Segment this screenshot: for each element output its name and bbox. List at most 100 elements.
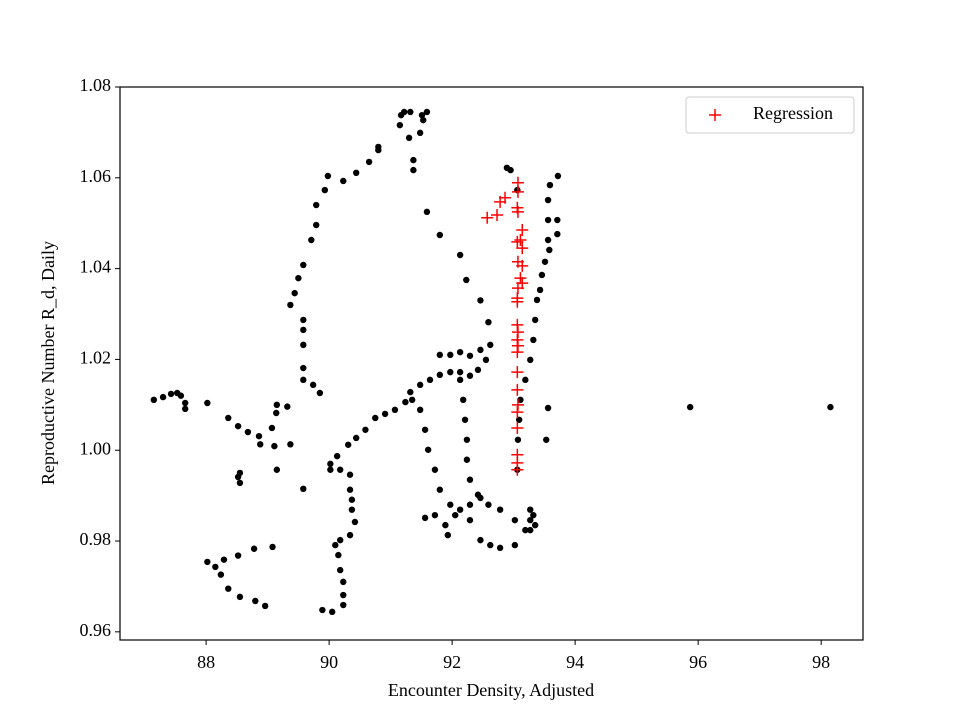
point <box>517 396 524 404</box>
point <box>499 191 512 204</box>
point <box>257 441 264 448</box>
point <box>436 351 444 359</box>
point <box>447 368 454 376</box>
point <box>416 381 424 389</box>
point <box>150 396 158 404</box>
point <box>530 511 537 519</box>
point <box>250 545 258 552</box>
point <box>402 398 409 406</box>
point <box>316 389 324 397</box>
point <box>295 274 302 282</box>
point <box>410 156 417 164</box>
point <box>321 186 329 194</box>
point <box>405 134 413 142</box>
point <box>515 416 523 423</box>
point <box>530 336 537 344</box>
point <box>300 364 307 372</box>
point <box>352 434 360 442</box>
point <box>273 409 280 417</box>
point <box>447 351 454 359</box>
point <box>536 286 544 294</box>
point <box>511 205 524 218</box>
point <box>375 143 382 151</box>
point <box>352 169 360 177</box>
point <box>431 466 439 473</box>
point <box>447 501 454 508</box>
point <box>340 601 347 609</box>
point <box>514 272 527 285</box>
point <box>273 401 281 409</box>
point <box>220 556 228 563</box>
point <box>827 403 834 411</box>
point <box>485 318 492 326</box>
point <box>554 216 561 224</box>
point <box>686 403 694 411</box>
point <box>167 390 175 398</box>
point <box>328 608 336 616</box>
point <box>426 376 434 384</box>
point <box>391 406 399 414</box>
y-tick-label: 1.06 <box>80 166 112 186</box>
point <box>300 485 307 493</box>
point <box>300 261 307 269</box>
point <box>477 346 484 354</box>
point <box>287 441 294 448</box>
point <box>546 246 553 254</box>
point <box>225 414 232 422</box>
x-axis-label: Encounter Density, Adjusted <box>388 680 594 700</box>
point <box>456 251 464 259</box>
y-axis-label: Reproductive Number R_d, Daily <box>38 241 58 485</box>
point <box>300 326 307 334</box>
point <box>436 486 444 493</box>
y-tick-label: 1.02 <box>80 348 112 368</box>
point <box>340 591 347 599</box>
y-tick-label: 1.00 <box>80 438 112 458</box>
point <box>436 231 444 239</box>
legend-label: Regression <box>753 103 833 123</box>
point <box>511 235 524 248</box>
point <box>236 593 244 601</box>
point <box>452 511 459 519</box>
point <box>252 597 259 605</box>
point <box>309 381 317 389</box>
point <box>408 396 416 404</box>
point <box>313 201 320 209</box>
point <box>522 376 529 384</box>
point <box>410 166 417 174</box>
point <box>234 552 242 559</box>
point <box>511 463 524 476</box>
point <box>463 456 471 463</box>
point <box>400 108 408 116</box>
y-tick-label: 1.04 <box>80 257 112 277</box>
point <box>491 209 504 222</box>
point <box>332 541 339 549</box>
point <box>554 230 561 238</box>
point <box>511 516 519 524</box>
point <box>308 236 315 244</box>
point <box>544 216 552 224</box>
point <box>511 346 524 359</box>
point <box>300 316 307 324</box>
point <box>516 242 529 255</box>
point <box>456 506 464 513</box>
point <box>514 436 522 443</box>
point <box>511 366 524 379</box>
point <box>460 396 467 404</box>
point <box>527 526 534 534</box>
point <box>544 236 552 244</box>
point <box>346 531 354 539</box>
point <box>177 392 185 399</box>
y-tick-label: 1.08 <box>80 75 112 95</box>
point <box>511 185 524 198</box>
point <box>431 511 439 519</box>
point <box>159 393 167 401</box>
point <box>181 405 189 413</box>
point <box>396 121 404 129</box>
y-tick-label: 0.96 <box>80 620 112 640</box>
point <box>336 536 344 544</box>
point <box>527 506 534 513</box>
x-tick-label: 96 <box>689 652 707 672</box>
point <box>351 518 359 526</box>
point <box>346 471 354 478</box>
point <box>319 606 326 614</box>
